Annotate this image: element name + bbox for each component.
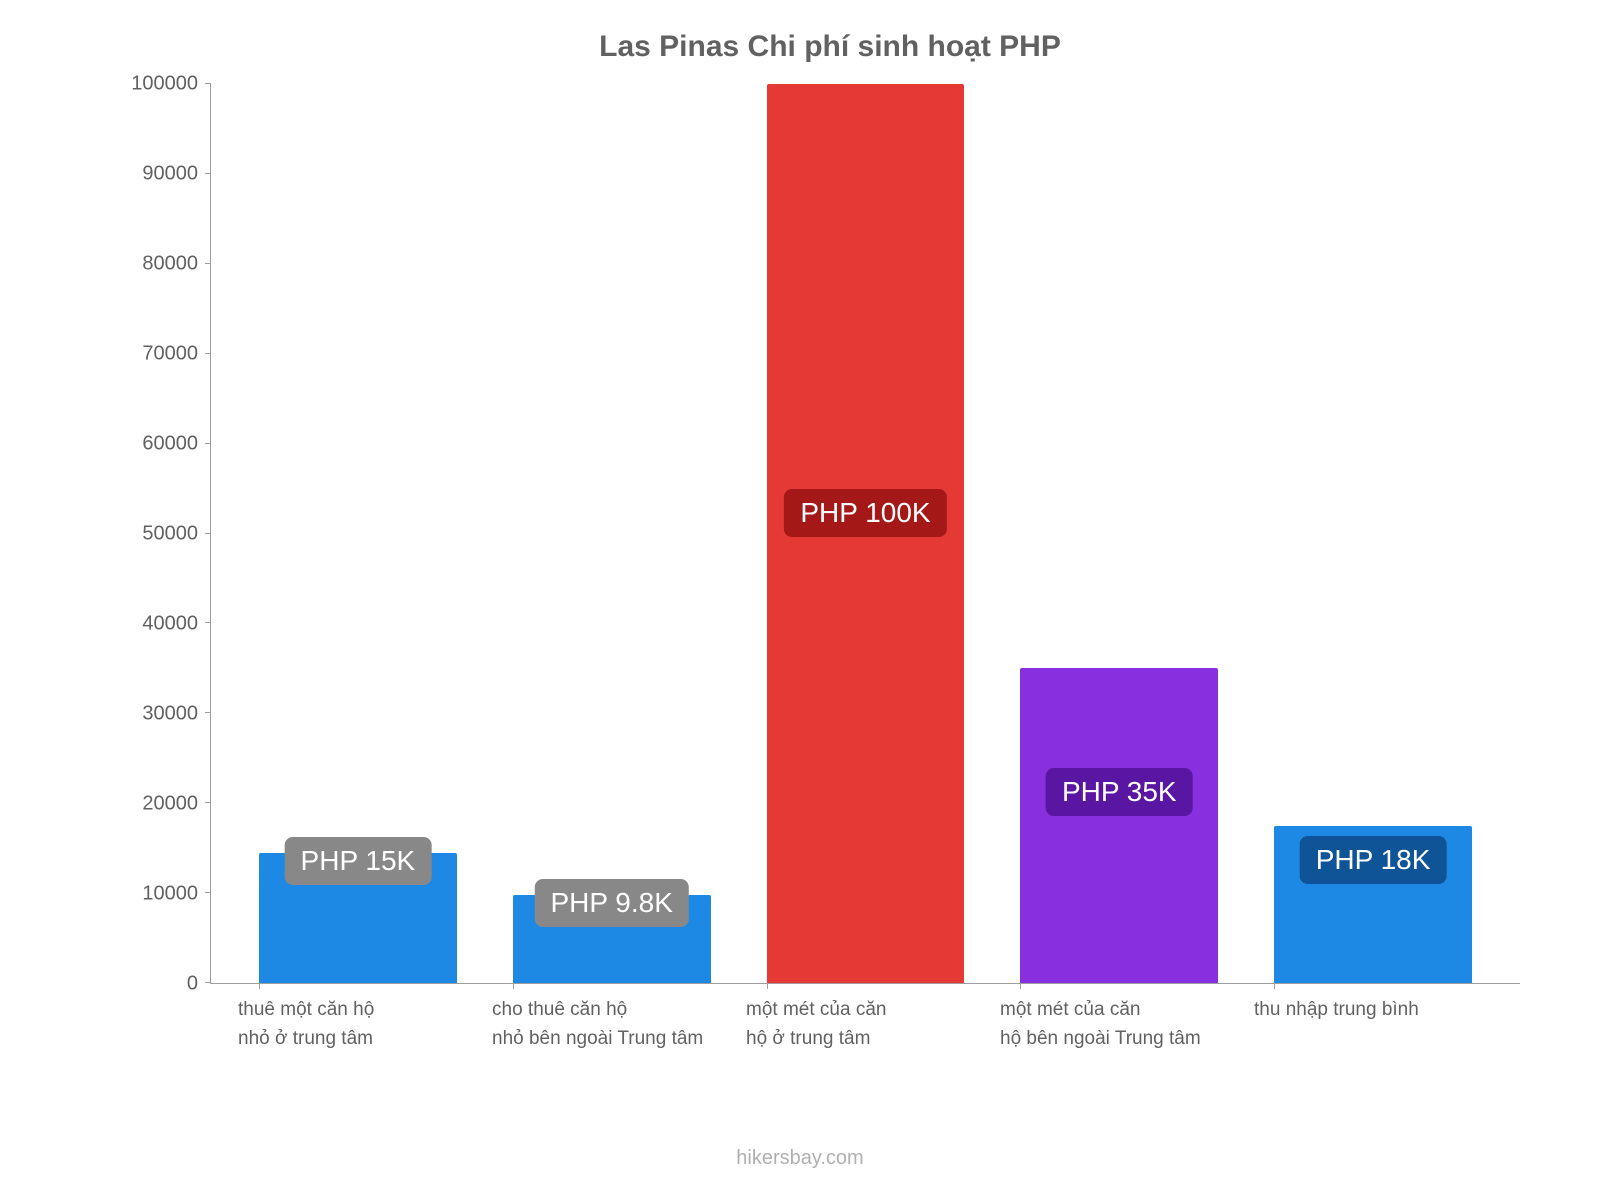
bar-value-label: PHP 18K <box>1300 836 1447 884</box>
x-axis-label: thuê một căn hộnhỏ ở trung tâm <box>230 996 484 1053</box>
y-tick-label: 40000 <box>108 613 198 636</box>
bar-value-label: PHP 100K <box>784 489 946 537</box>
y-tick-label: 10000 <box>108 883 198 906</box>
bar: PHP 15K <box>259 853 457 983</box>
bar: PHP 9.8K <box>513 895 711 983</box>
x-axis-label: một mét của cănhộ bên ngoài Trung tâm <box>992 996 1246 1053</box>
chart-title: Las Pinas Chi phí sinh hoạt PHP <box>120 30 1540 64</box>
y-tick-label: 100000 <box>108 73 198 96</box>
bars-area: PHP 15K PHP 9.8K PHP 100K PHP 35K PHP 18K <box>211 84 1520 983</box>
y-tick-label: 80000 <box>108 253 198 276</box>
bar-value-label: PHP 15K <box>285 837 432 885</box>
x-axis-label: thu nhập trung bình <box>1246 996 1500 1053</box>
bar-value-label: PHP 9.8K <box>534 879 688 927</box>
bar-slot: PHP 15K <box>231 84 485 983</box>
x-axis-label: một mét của cănhộ ở trung tâm <box>738 996 992 1053</box>
y-tick-label: 30000 <box>108 703 198 726</box>
y-tick-label: 50000 <box>108 523 198 546</box>
bar-slot: PHP 35K <box>992 84 1246 983</box>
bar: PHP 18K <box>1274 826 1472 983</box>
x-axis-label: cho thuê căn hộnhỏ bên ngoài Trung tâm <box>484 996 738 1053</box>
grid-area: PHP 15K PHP 9.8K PHP 100K PHP 35K PHP 18K <box>210 84 1520 984</box>
y-tick-label: 90000 <box>108 163 198 186</box>
bar-slot: PHP 100K <box>739 84 993 983</box>
y-tick-label: 20000 <box>108 793 198 816</box>
x-axis-labels: thuê một căn hộnhỏ ở trung tâmcho thuê c… <box>210 984 1520 1053</box>
bar: PHP 100K <box>767 84 965 983</box>
y-axis: 0100002000030000400005000060000700008000… <box>110 84 210 984</box>
y-tick-label: 70000 <box>108 343 198 366</box>
chart-container: Las Pinas Chi phí sinh hoạt PHP PHP 15KP… <box>0 0 1600 1200</box>
y-tick-label: 0 <box>108 973 198 996</box>
y-tick-label: 60000 <box>108 433 198 456</box>
plot-area: PHP 15KPHP 9.8KPHP 100KPHP 35KPHP 18K 01… <box>120 84 1540 984</box>
bar: PHP 35K <box>1020 668 1218 983</box>
chart-footer: hikersbay.com <box>0 1147 1600 1170</box>
bar-slot: PHP 18K <box>1246 84 1500 983</box>
bar-slot: PHP 9.8K <box>485 84 739 983</box>
bar-value-label: PHP 35K <box>1046 768 1193 816</box>
